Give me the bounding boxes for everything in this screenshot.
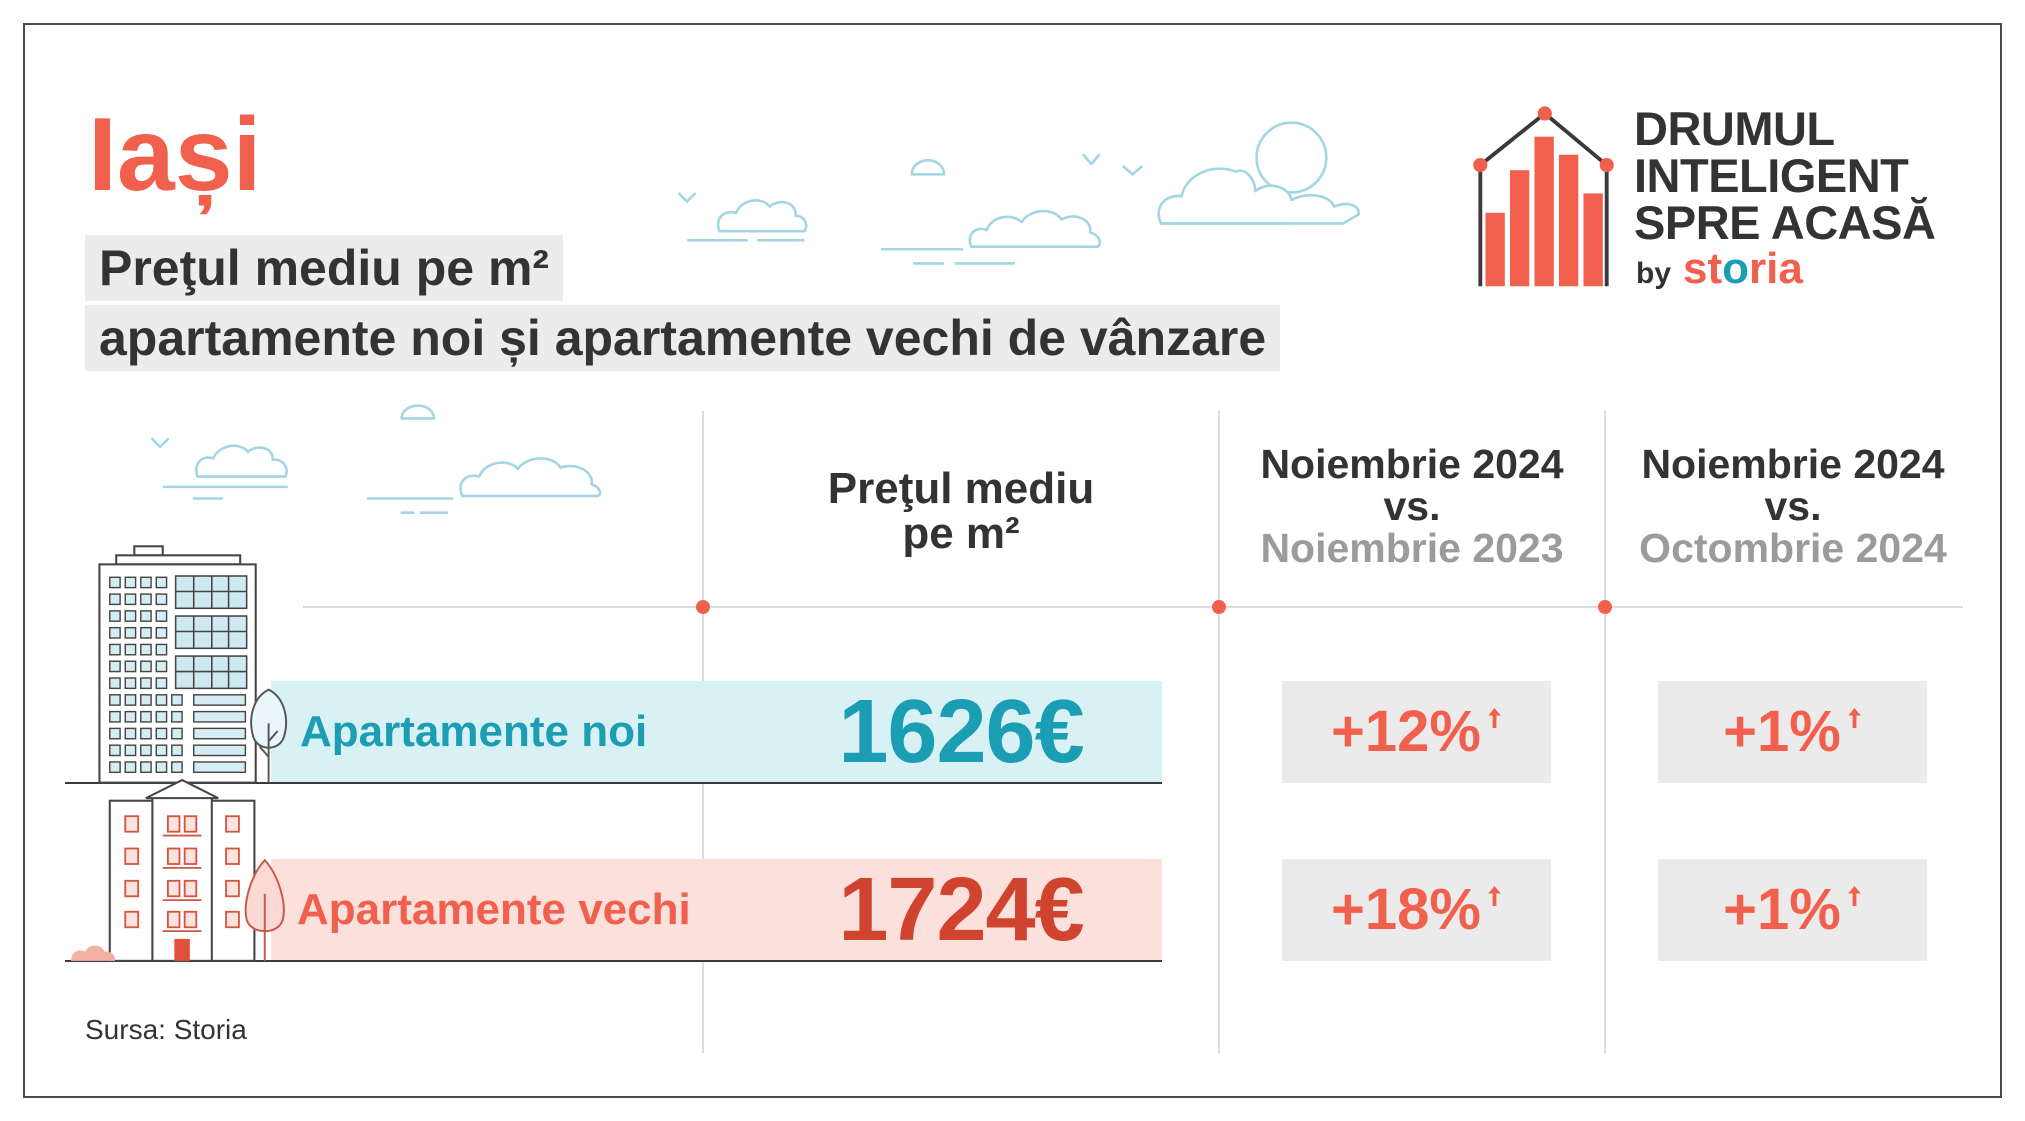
logo-dot: [1537, 106, 1552, 121]
ground-line: [65, 782, 1162, 784]
change-badge-mom-old: +1%: [1658, 859, 1927, 961]
header-divider: [303, 606, 1963, 608]
arrow-up-icon-shape: [1848, 886, 1861, 906]
change-value: +1%: [1723, 699, 1841, 764]
logo-dot: [1599, 157, 1614, 173]
column-header-line: vs.: [1764, 483, 1822, 529]
brand-o-mark: o: [1722, 244, 1750, 293]
subtitle-box: Preţul mediu pe m²: [85, 235, 564, 301]
arrow-up-icon: [1848, 708, 1861, 728]
change-badge-content: +12%: [1331, 703, 1502, 761]
column-divider-2: [1218, 411, 1220, 1053]
change-value: +1%: [1723, 877, 1841, 942]
change-value: +12%: [1331, 699, 1481, 764]
arrow-up-icon-shape: [1488, 708, 1501, 728]
frame-border: [23, 23, 2002, 1098]
row-band-new-apartments: [271, 681, 1162, 783]
divider-dot: [1212, 600, 1226, 614]
house-bar-chart-icon: [1473, 106, 1614, 287]
arrow-up-icon-shape: [1848, 708, 1861, 728]
column-header-line: Preţul mediu: [827, 464, 1095, 513]
subtitle-box: apartamente noi și apartamente vechi de …: [85, 305, 1281, 371]
column-header-line: Octombrie 2024: [1639, 525, 1947, 571]
logo-byline: by storia: [1636, 247, 1803, 291]
logo-bar: [1534, 136, 1554, 287]
arrow-up-icon: [1488, 708, 1501, 728]
change-badge-content: +1%: [1723, 881, 1862, 939]
change-badge-yoy-old: +18%: [1282, 859, 1551, 961]
change-badge-content: +18%: [1331, 881, 1502, 939]
column-header-price: Preţul mediu pe m²: [761, 466, 1161, 556]
page-title: Iași: [88, 97, 262, 213]
logo-by: by: [1636, 257, 1672, 290]
logo-bars: [1485, 136, 1603, 287]
change-badge-mom-new: +1%: [1658, 681, 1927, 783]
column-header-line: Noiembrie 2024: [1641, 441, 1945, 487]
logo-text-line-1: DRUMUL: [1634, 102, 1835, 155]
column-header-line: pe m²: [902, 509, 1020, 558]
source-note: Sursa: Storia: [85, 1014, 247, 1045]
column-header-line: vs.: [1383, 483, 1441, 529]
column-header-line: Noiembrie 2024: [1260, 441, 1564, 487]
logo-bar: [1509, 170, 1530, 287]
row-band-old-apartments: [271, 859, 1162, 961]
subtitle-line-2: apartamente noi și apartamente vechi de …: [99, 310, 1267, 366]
logo-dot: [1473, 157, 1488, 173]
change-value: +18%: [1331, 877, 1481, 942]
row-label-new-apartments: Apartamente noi: [300, 707, 648, 756]
column-header-mom: Noiembrie 2024 vs. Octombrie 2024: [1608, 443, 1978, 569]
logo-text-line-2: INTELIGENT: [1634, 149, 1909, 202]
logo-bar: [1485, 212, 1505, 287]
divider-dot: [696, 600, 710, 614]
column-header-line: Noiembrie 2023: [1260, 525, 1564, 571]
column-header-yoy: Noiembrie 2024 vs. Noiembrie 2023: [1222, 443, 1602, 569]
column-divider-3: [1604, 411, 1606, 1053]
arrow-up-icon: [1488, 886, 1501, 906]
logo-bar: [1558, 154, 1579, 287]
change-badge-yoy-new: +12%: [1282, 681, 1551, 783]
row-label-old-apartments: Apartamente vechi: [297, 885, 691, 934]
logo-bar: [1583, 193, 1603, 287]
price-old-apartments: 1724€: [838, 860, 1084, 960]
logo-text-line-3: SPRE ACASĂ: [1634, 196, 1936, 249]
divider-dot: [1598, 600, 1612, 614]
arrow-up-icon: [1848, 886, 1861, 906]
ground-line: [65, 960, 1162, 962]
price-new-apartments: 1626€: [838, 682, 1084, 782]
brand-name: storia: [1683, 244, 1803, 293]
arrow-up-icon-shape: [1488, 886, 1501, 906]
change-badge-content: +1%: [1723, 703, 1862, 761]
subtitle-line-1: Preţul mediu pe m²: [99, 240, 550, 296]
